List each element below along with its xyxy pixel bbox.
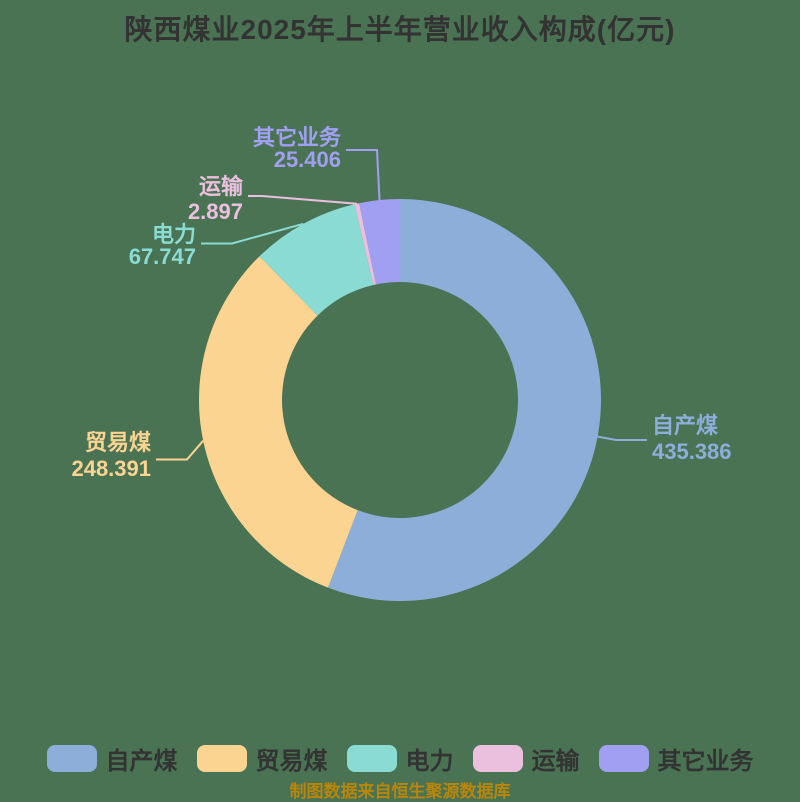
legend-item-贸易煤[interactable]: 贸易煤 xyxy=(196,741,328,776)
slice-label-name: 贸易煤 xyxy=(85,430,151,455)
label-leader-line-0 xyxy=(597,435,647,441)
slice-label-运输: 运输 2.897 xyxy=(188,174,244,224)
slice-label-value: 248.391 xyxy=(71,456,151,481)
label-leader-line-2 xyxy=(201,222,304,245)
legend-swatch xyxy=(196,745,247,772)
legend-label: 运输 xyxy=(531,748,580,775)
donut-slices xyxy=(199,199,601,601)
pie-slice-2[interactable] xyxy=(259,204,374,316)
legend-item-自产煤[interactable]: 自产煤 xyxy=(46,741,178,776)
label-leader-line-1 xyxy=(156,440,204,461)
pie-slice-4[interactable] xyxy=(359,199,400,285)
slice-label-其它业务: 其它业务 25.406 xyxy=(253,125,342,172)
slice-label-value: 67.747 xyxy=(129,244,196,269)
slice-label-name: 其它业务 xyxy=(253,125,342,150)
legend-swatch xyxy=(472,745,523,772)
legend-item-电力[interactable]: 电力 xyxy=(346,741,454,776)
pie-slice-1[interactable] xyxy=(199,256,358,588)
slice-label-电力: 电力 67.747 xyxy=(129,222,196,269)
legend-item-运输[interactable]: 运输 xyxy=(472,741,580,776)
slice-label-name: 自产煤 xyxy=(652,413,718,438)
legend-item-其它业务[interactable]: 其它业务 xyxy=(598,741,754,776)
label-leader-line-3 xyxy=(248,195,357,205)
legend-swatch xyxy=(46,745,97,772)
legend: 自产煤 贸易煤 电力 运输 其它业务 xyxy=(0,741,800,776)
slice-label-value: 435.386 xyxy=(652,439,732,464)
slice-label-自产煤: 自产煤 435.386 xyxy=(652,413,732,464)
chart-title: 陕西煤业2025年上半年营业收入构成(亿元) xyxy=(124,14,676,45)
slice-label-贸易煤: 贸易煤 248.391 xyxy=(71,430,151,481)
legend-swatch xyxy=(346,745,397,772)
data-source-note: 制图数据来自恒生聚源数据库 xyxy=(289,782,511,801)
legend-label: 自产煤 xyxy=(105,748,178,775)
slice-label-value: 2.897 xyxy=(188,199,243,224)
legend-label: 电力 xyxy=(405,748,454,775)
legend-label: 其它业务 xyxy=(657,748,754,775)
legend-label: 贸易煤 xyxy=(255,748,328,775)
legend-swatch xyxy=(598,745,649,772)
label-leader-lines xyxy=(156,149,647,461)
slice-label-value: 25.406 xyxy=(274,147,341,172)
slice-labels: 自产煤 435.386 贸易煤 248.391 电力 67.747 运输 2.8… xyxy=(71,125,731,481)
pie-slice-3[interactable] xyxy=(354,203,377,286)
slice-label-name: 运输 xyxy=(199,174,244,199)
pie-slice-0[interactable] xyxy=(327,199,601,601)
slice-label-name: 电力 xyxy=(152,222,196,247)
label-leader-line-4 xyxy=(346,149,381,201)
